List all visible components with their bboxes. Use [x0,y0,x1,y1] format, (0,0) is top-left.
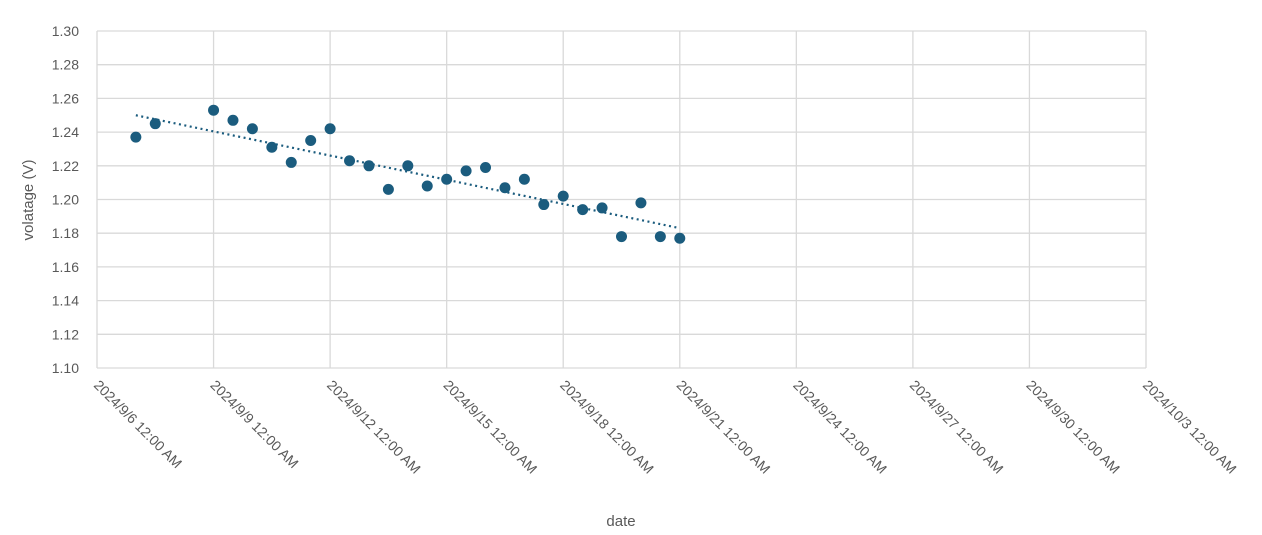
data-point [324,123,336,135]
data-point [149,118,161,130]
data-point [266,141,278,153]
data-point [305,135,317,147]
y-tick-label: 1.24 [52,124,79,140]
x-tick-label: 2024/9/12 12:00 AM [324,377,424,477]
data-point [654,231,666,243]
data-point [344,155,356,167]
data-point [577,204,589,216]
data-point [208,104,220,116]
y-tick-label: 1.14 [52,293,79,309]
y-tick-label: 1.20 [52,192,79,208]
data-point [480,161,492,173]
x-tick-label: 2024/9/9 12:00 AM [207,377,301,471]
trendline-group [135,114,681,230]
x-tick-label: 2024/9/24 12:00 AM [790,377,890,477]
x-tick-label: 2024/9/18 12:00 AM [557,377,657,477]
y-tick-label: 1.12 [52,326,79,342]
y-tick-label: 1.30 [52,23,79,39]
data-points [130,104,686,244]
y-tick-label: 1.28 [52,57,79,73]
y-axis-label: volatage (V) [20,160,37,241]
x-tick-label: 2024/9/15 12:00 AM [441,377,541,477]
gridlines [96,30,1147,369]
data-point [421,180,433,192]
y-tick-label: 1.10 [52,360,79,376]
y-tick-labels: 1.10 1.12 1.14 1.16 1.18 1.20 1.22 1.24 1.26 1.28… [52,23,79,376]
x-tick-label: 2024/9/21 12:00 AM [674,377,774,477]
data-point [499,182,511,194]
data-point [538,199,550,211]
data-point [635,197,647,209]
data-point [596,202,608,214]
data-point [227,114,239,126]
trendline [135,114,681,230]
x-tick-label: 2024/9/30 12:00 AM [1023,377,1123,477]
data-point [363,160,375,172]
data-point [518,173,530,185]
data-point [402,160,414,172]
x-tick-label: 2024/10/3 12:00 AM [1140,377,1240,477]
data-point [285,156,297,168]
data-point [674,232,686,244]
data-point [441,173,453,185]
x-tick-labels: 2024/9/6 12:00 AM 2024/9/9 12:00 AM 2024/9… [91,377,1240,477]
x-axis-label: date [606,513,635,530]
x-tick-label: 2024/9/27 12:00 AM [907,377,1007,477]
x-tick-label: 2024/9/6 12:00 AM [91,377,185,471]
data-point [616,231,627,243]
data-point [460,165,472,177]
y-tick-label: 1.22 [52,158,79,174]
y-tick-label: 1.16 [52,259,79,275]
data-point [130,131,142,143]
y-tick-label: 1.18 [52,225,79,241]
data-point [382,183,394,195]
data-point [246,123,258,135]
y-tick-label: 1.26 [52,90,79,106]
data-point [557,190,569,202]
